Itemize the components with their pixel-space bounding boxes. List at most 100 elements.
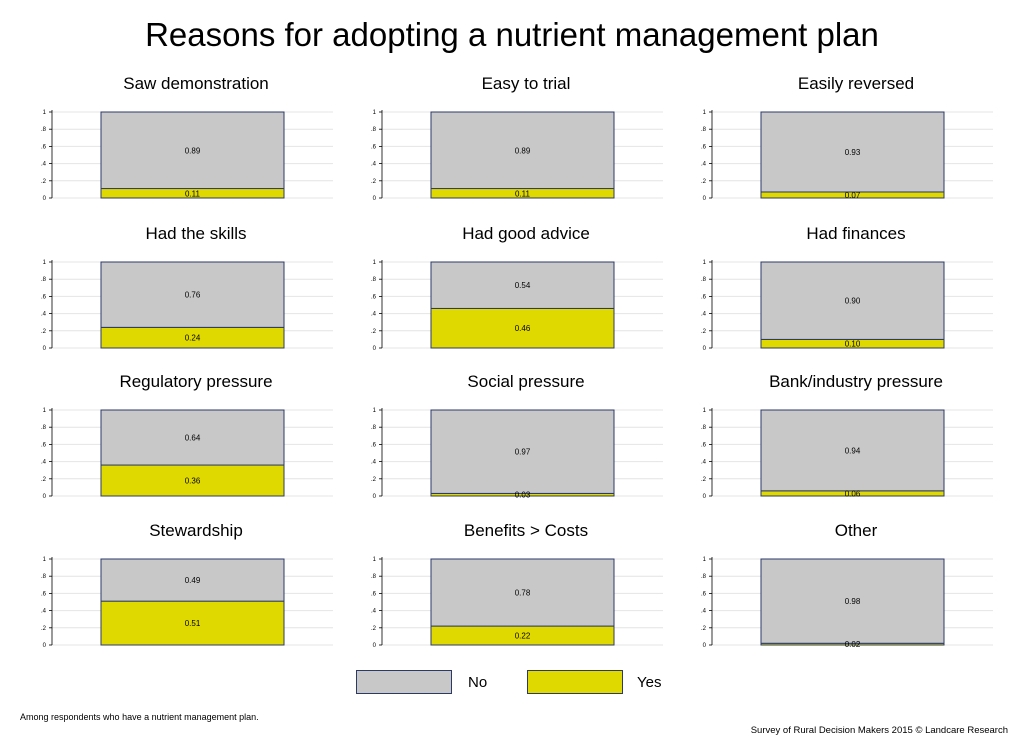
data-label-yes: 0.24 <box>185 334 201 343</box>
panel-plot: 0 .2 .4 .6 .8 1 0.89 0.11 <box>41 110 333 202</box>
y-tick-label: .4 <box>371 312 377 318</box>
source-credit: Survey of Rural Decision Makers 2015 © L… <box>750 725 1008 736</box>
panel-plot: 0 .2 .4 .6 .8 1 0.54 0.46 <box>371 260 663 352</box>
y-tick-label: .4 <box>371 460 377 466</box>
data-label-yes: 0.07 <box>845 191 861 200</box>
bar-no <box>430 261 615 309</box>
y-tick-label: .6 <box>371 294 377 300</box>
panel-title: Stewardship <box>149 521 243 540</box>
y-tick-label: 1 <box>43 557 47 563</box>
data-label-no: 0.49 <box>185 576 201 585</box>
y-tick-label: .2 <box>701 477 707 483</box>
y-tick-label: .4 <box>41 162 47 168</box>
data-label-no: 0.78 <box>515 589 531 598</box>
y-tick-label: .8 <box>701 277 707 283</box>
y-tick-label: 1 <box>43 260 47 266</box>
data-label-no: 0.76 <box>185 291 201 300</box>
panel-plot: 0 .2 .4 .6 .8 1 0.97 0.03 <box>371 408 663 500</box>
y-tick-label: .4 <box>701 460 707 466</box>
data-label-yes: 0.10 <box>845 340 861 349</box>
panel-title: Social pressure <box>467 372 585 391</box>
legend-swatch-yes <box>527 670 623 694</box>
bar-no <box>100 261 285 328</box>
chart-title: Reasons for adopting a nutrient manageme… <box>145 16 879 53</box>
y-tick-label: .8 <box>371 277 377 283</box>
panel-plot: 0 .2 .4 .6 .8 1 0.64 0.36 <box>41 408 333 500</box>
panel-title: Saw demonstration <box>123 74 269 93</box>
y-tick-label: .2 <box>41 477 47 483</box>
facet-panel: Had good advice 0 .2 .4 .6 .8 1 0.54 0.46 <box>368 224 688 374</box>
y-tick-label: 0 <box>703 494 707 500</box>
y-tick-label: 0 <box>43 494 47 500</box>
panel-plot: 0 .2 .4 .6 .8 1 0.94 0.06 <box>701 408 993 500</box>
y-tick-label: 1 <box>373 110 377 116</box>
y-tick-label: .6 <box>41 294 47 300</box>
y-tick-label: .4 <box>701 609 707 615</box>
y-tick-label: 0 <box>703 196 707 202</box>
legend-swatch-no <box>356 670 452 694</box>
y-tick-label: .8 <box>371 425 377 431</box>
y-tick-label: 1 <box>703 408 707 414</box>
y-tick-label: .4 <box>701 312 707 318</box>
y-tick-label: .2 <box>371 329 377 335</box>
y-tick-label: 0 <box>373 494 377 500</box>
y-tick-label: .4 <box>41 312 47 318</box>
y-tick-label: .2 <box>701 179 707 185</box>
y-tick-label: .8 <box>371 127 377 133</box>
data-label-yes: 0.03 <box>515 491 531 500</box>
panel-title: Regulatory pressure <box>119 372 273 391</box>
data-label-no: 0.54 <box>515 281 531 290</box>
panel-title: Had good advice <box>462 224 590 243</box>
y-tick-label: 1 <box>703 260 707 266</box>
y-tick-label: .6 <box>41 591 47 597</box>
y-tick-label: 0 <box>703 643 707 649</box>
facet-panel: Saw demonstration 0 .2 .4 .6 .8 1 0.89 0.11 <box>38 74 358 224</box>
y-tick-label: 0 <box>373 643 377 649</box>
facet-panel: Regulatory pressure 0 .2 .4 .6 .8 1 0.64 0.36 <box>38 372 358 522</box>
y-tick-label: .8 <box>701 127 707 133</box>
y-tick-label: 0 <box>43 346 47 352</box>
footnote: Among respondents who have a nutrient ma… <box>20 712 259 722</box>
data-label-no: 0.98 <box>845 597 861 606</box>
bar-no <box>100 111 285 190</box>
y-tick-label: 0 <box>43 643 47 649</box>
data-label-yes: 0.02 <box>845 640 861 649</box>
bar-no <box>760 558 945 644</box>
y-tick-label: .2 <box>701 626 707 632</box>
y-tick-label: .8 <box>41 127 47 133</box>
bar-no <box>430 409 615 494</box>
panel-title: Benefits > Costs <box>463 521 589 540</box>
y-tick-label: 1 <box>373 260 377 266</box>
y-tick-label: 1 <box>373 408 377 414</box>
bar-no <box>430 111 615 190</box>
panel-title: Easily reversed <box>797 74 915 93</box>
y-tick-label: .8 <box>371 574 377 580</box>
panel-plot: 0 .2 .4 .6 .8 1 0.89 0.11 <box>371 110 663 202</box>
facet-panel: Stewardship 0 .2 .4 .6 .8 1 0.49 0.51 <box>38 521 358 671</box>
y-tick-label: .6 <box>371 144 377 150</box>
data-label-yes: 0.51 <box>185 619 201 628</box>
bar-no <box>100 409 285 466</box>
y-tick-label: .8 <box>701 425 707 431</box>
y-tick-label: .4 <box>371 609 377 615</box>
facet-panel: Had the skills 0 .2 .4 .6 .8 1 0.76 0.24 <box>38 224 358 374</box>
y-tick-label: .2 <box>41 329 47 335</box>
data-label-yes: 0.36 <box>185 477 201 486</box>
panel-plot: 0 .2 .4 .6 .8 1 0.90 0.10 <box>701 260 993 352</box>
y-tick-label: 1 <box>43 110 47 116</box>
y-tick-label: .8 <box>41 574 47 580</box>
y-tick-label: .8 <box>41 425 47 431</box>
y-tick-label: .6 <box>701 144 707 150</box>
data-label-no: 0.94 <box>845 446 861 455</box>
y-tick-label: 0 <box>373 346 377 352</box>
y-tick-label: .2 <box>41 179 47 185</box>
bar-no <box>760 409 945 492</box>
bar-no <box>430 558 615 627</box>
panel-plot: 0 .2 .4 .6 .8 1 0.78 0.22 <box>371 557 663 649</box>
data-label-no: 0.89 <box>185 146 201 155</box>
facet-panel: Bank/industry pressure 0 .2 .4 .6 .8 1 0.94 0.06 <box>698 372 1018 522</box>
data-label-yes: 0.06 <box>845 489 861 498</box>
y-tick-label: .6 <box>371 591 377 597</box>
legend-label-no: No <box>468 674 488 691</box>
